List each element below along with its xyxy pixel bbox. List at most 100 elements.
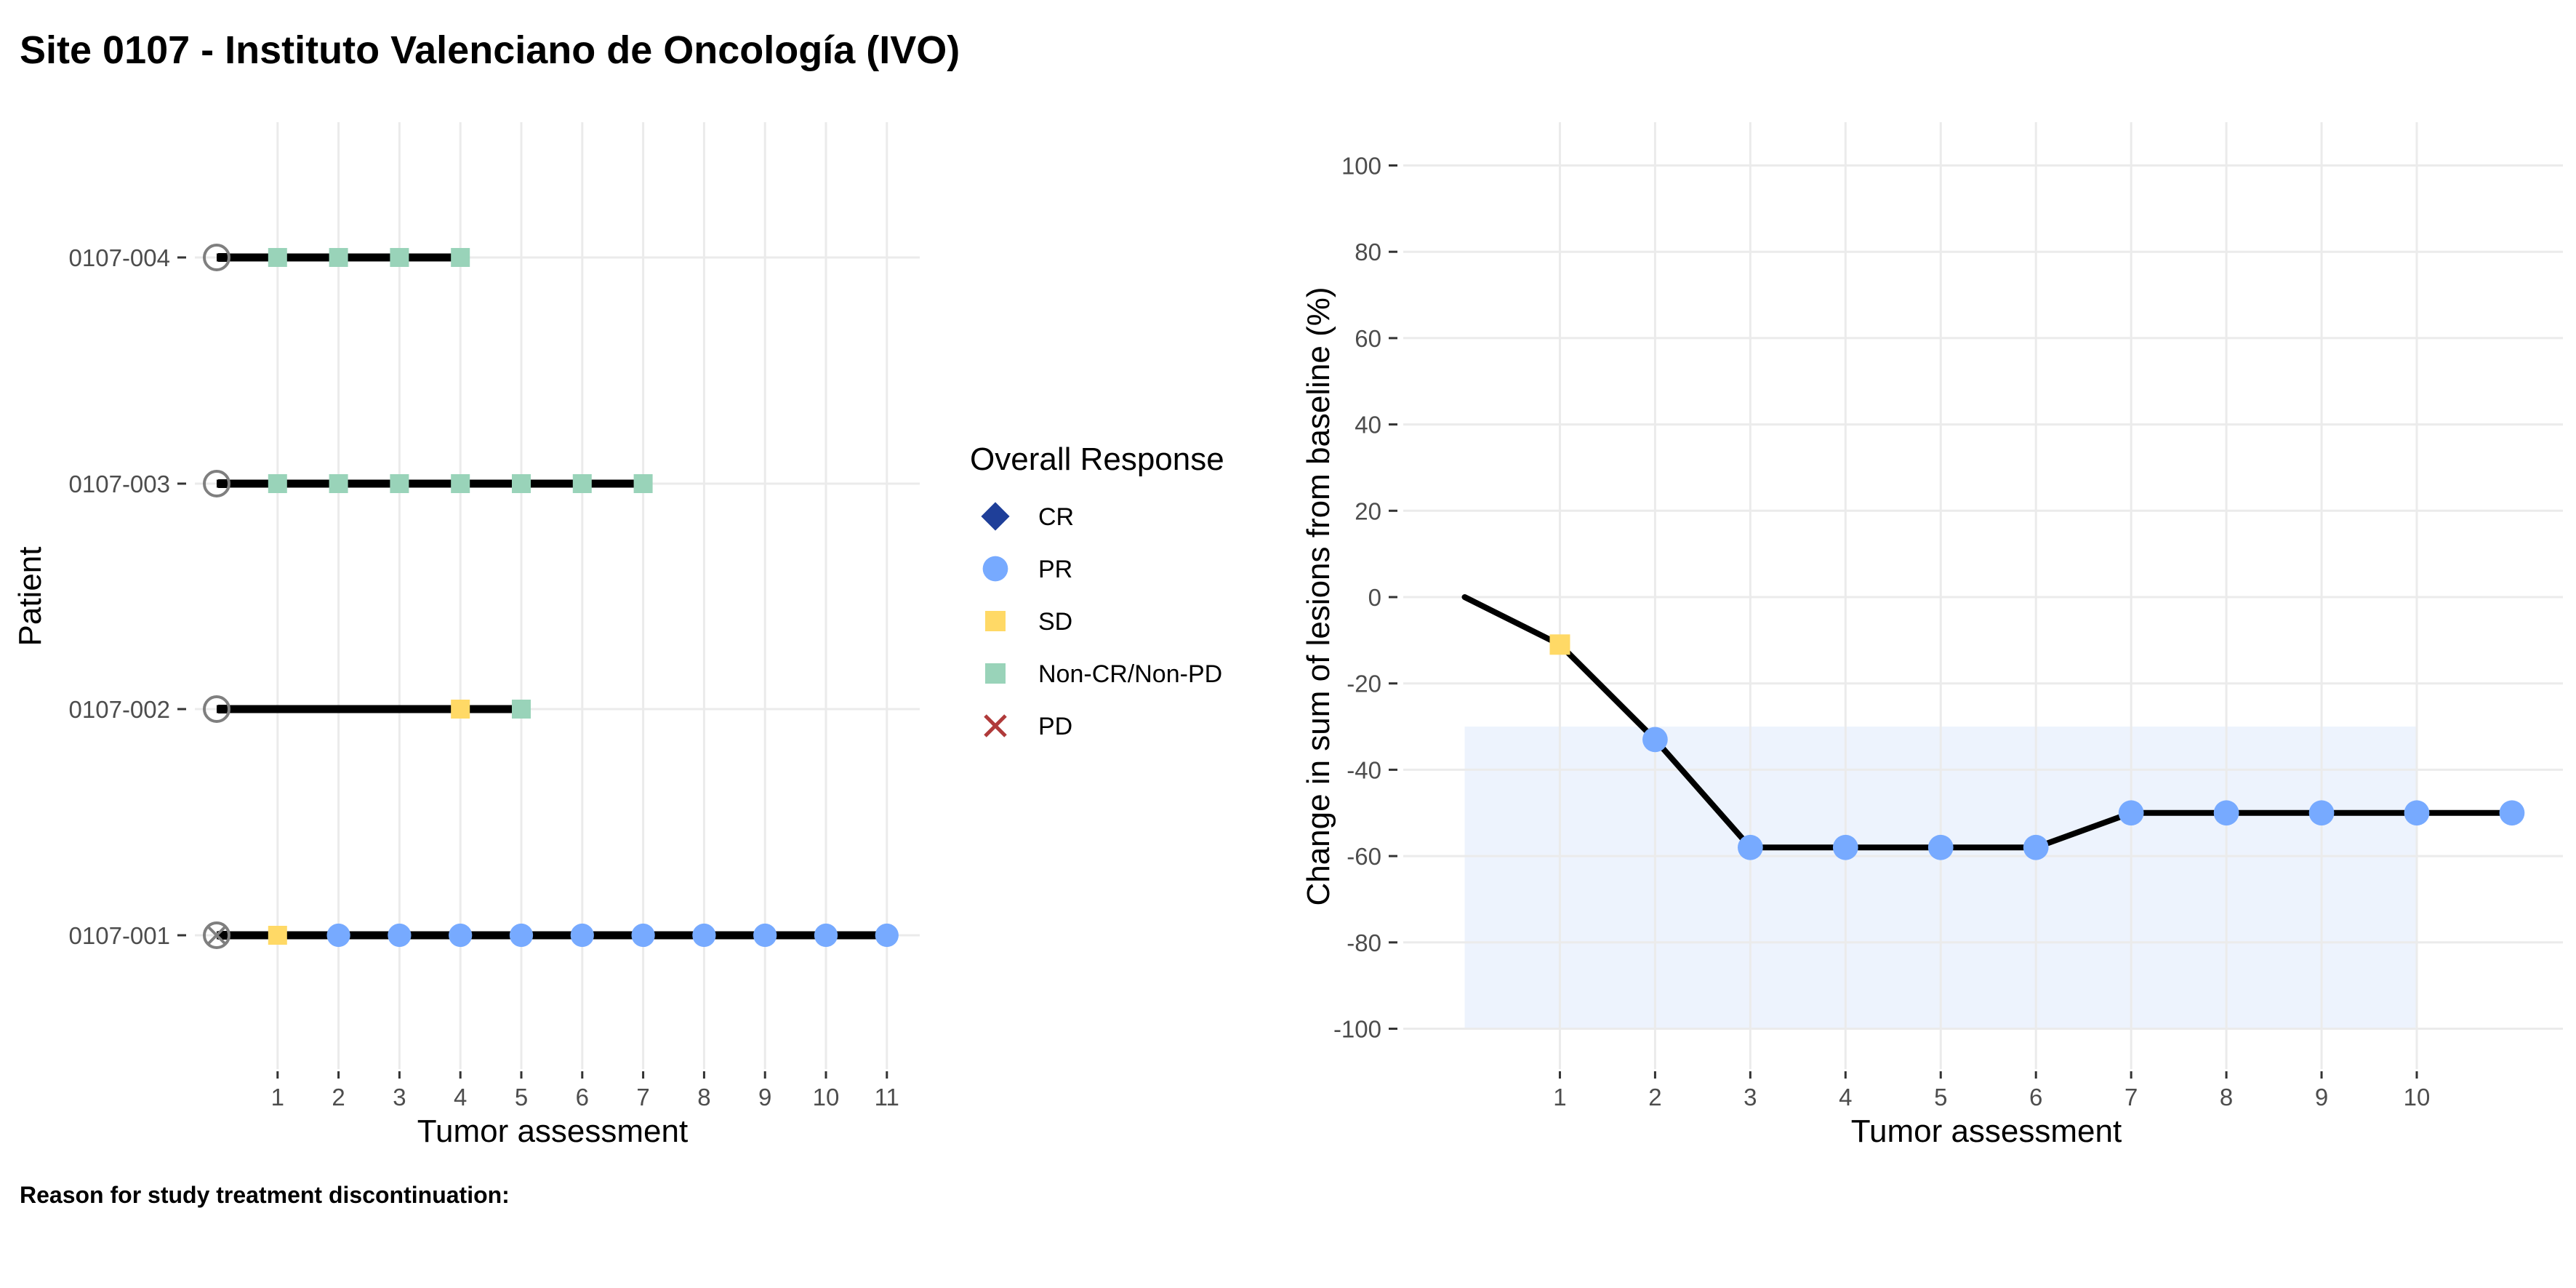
x-tick-label: 1: [1553, 1084, 1566, 1111]
x-axis-title: Tumor assessment: [417, 1113, 688, 1149]
y-axis-title: Patient: [12, 547, 48, 647]
legend-label-sd: SD: [1038, 608, 1072, 636]
response-marker-non-cr-non-pd: [329, 474, 348, 493]
end-marker-cross: [206, 925, 227, 945]
response-marker-pr: [875, 923, 899, 948]
x-tick-label: 4: [1839, 1084, 1852, 1111]
x-tick-label: 5: [515, 1084, 528, 1111]
end-marker-circle: [203, 921, 230, 949]
legend: Overall Response CR PR SD Non-CR/Non-PD PD: [970, 441, 1224, 740]
data-point-pr: [2308, 800, 2335, 826]
response-marker-sd: [451, 700, 470, 719]
y-tick-label: 60: [1355, 325, 1381, 352]
x-tick-label: 3: [393, 1084, 406, 1111]
x-tick-label: 5: [1934, 1084, 1947, 1111]
end-marker-circle: [203, 244, 230, 271]
y-tick-label: -60: [1347, 843, 1381, 870]
patient-label: 0107-003: [69, 471, 170, 497]
response-marker-pr: [814, 923, 838, 948]
response-marker-non-cr-non-pd: [512, 700, 531, 719]
legend-key-sd: [985, 611, 1006, 631]
x-tick-label: 6: [576, 1084, 589, 1111]
end-marker-circle: [203, 470, 230, 497]
response-marker-pr: [326, 923, 350, 948]
x-tick-label: 7: [636, 1084, 649, 1111]
x-tick-label: 10: [2404, 1084, 2431, 1111]
x-tick-label: 8: [2220, 1084, 2233, 1111]
y-axis-title: Change in sum of lesions from baseline (…: [1301, 287, 1336, 905]
response-marker-non-cr-non-pd: [451, 248, 470, 267]
data-point-sd: [1549, 634, 1570, 655]
response-marker-non-cr-non-pd: [512, 474, 531, 493]
data-point-pr: [1737, 834, 1763, 860]
bar-start-mark: [218, 253, 227, 262]
response-marker-pr: [753, 923, 777, 948]
y-tick-label: 40: [1355, 412, 1381, 439]
y-tick-label: -20: [1347, 671, 1381, 697]
response-marker-pr: [388, 923, 412, 948]
response-marker-non-cr-non-pd: [451, 474, 470, 493]
x-tick-label: 6: [2029, 1084, 2042, 1111]
x-tick-label: 3: [1744, 1084, 1757, 1111]
legend-key-non-cr-non-pd: [985, 663, 1006, 684]
response-marker-non-cr-non-pd: [329, 248, 348, 267]
end-marker-circle: [203, 695, 230, 723]
y-tick-label: 20: [1355, 497, 1381, 524]
x-tick-label: 8: [697, 1084, 710, 1111]
x-tick-label: 2: [1648, 1084, 1661, 1111]
change-from-baseline-chart: 100 80 60 40 20 0 -20 -40 -60 -80 -100 1 2 3 4 5 6 7 8 9 10 T…: [1301, 122, 2563, 1149]
response-marker-non-cr-non-pd: [390, 474, 409, 493]
data-point-pr: [1832, 834, 1858, 860]
bar-start-mark: [218, 705, 227, 713]
response-marker-non-cr-non-pd: [268, 474, 287, 493]
legend-key-pr: [982, 556, 1008, 582]
y-tick-label: -40: [1347, 756, 1381, 783]
legend-label-pr: PR: [1038, 556, 1072, 583]
response-marker-pr: [692, 923, 716, 948]
x-tick-label: 7: [2124, 1084, 2138, 1111]
response-marker-pr: [631, 923, 655, 948]
data-point-pr: [2118, 800, 2144, 826]
response-marker-non-cr-non-pd: [572, 474, 592, 493]
x-tick-label: 11: [875, 1084, 899, 1111]
data-point-pr: [1642, 727, 1668, 753]
legend-key-pd: [984, 714, 1007, 737]
data-point-pr: [2499, 800, 2525, 826]
patient-label: 0107-004: [69, 244, 170, 271]
x-tick-label: 2: [332, 1084, 345, 1111]
x-tick-label: 9: [758, 1084, 771, 1111]
y-tick-label: 100: [1341, 153, 1381, 180]
patient-label: 0107-002: [69, 696, 170, 723]
change-line: [1461, 594, 2515, 851]
response-marker-pr: [509, 923, 534, 948]
legend-label-non-cr-non-pd: Non-CR/Non-PD: [1038, 660, 1222, 688]
swimmer-chart: 1 2 3 4 5 6 7 8 9 10 11 0107-004 0107-003 0107-002 010…: [12, 122, 920, 1149]
response-marker-non-cr-non-pd: [633, 474, 653, 493]
x-tick-label: 9: [2315, 1084, 2328, 1111]
y-tick-label: -100: [1333, 1016, 1381, 1043]
bar-start-mark: [218, 479, 227, 488]
x-tick-label: 4: [454, 1084, 467, 1111]
discontinuation-footnote: Reason for study treatment discontinuati…: [20, 1182, 510, 1208]
data-point-pr: [2213, 800, 2239, 826]
x-tick-label: 1: [271, 1084, 284, 1111]
x-axis-title: Tumor assessment: [1851, 1113, 2122, 1149]
legend-label-pd: PD: [1038, 713, 1072, 740]
response-marker-sd: [268, 926, 287, 945]
legend-title: Overall Response: [970, 441, 1224, 477]
page-title: Site 0107 - Instituto Valenciano de Onco…: [20, 28, 960, 72]
legend-key-cr: [981, 502, 1010, 531]
x-tick-label: 10: [813, 1084, 840, 1111]
data-point-pr: [2404, 800, 2430, 826]
y-tick-label: 80: [1355, 239, 1381, 265]
response-marker-pr: [570, 923, 594, 948]
y-tick-label: 0: [1368, 584, 1381, 611]
response-marker-pr: [449, 923, 473, 948]
response-marker-non-cr-non-pd: [268, 248, 287, 267]
response-marker-non-cr-non-pd: [390, 248, 409, 267]
patient-label: 0107-001: [69, 922, 170, 949]
data-point-pr: [1927, 834, 1954, 860]
legend-label-cr: CR: [1038, 503, 1074, 531]
y-tick-label: -80: [1347, 929, 1381, 956]
